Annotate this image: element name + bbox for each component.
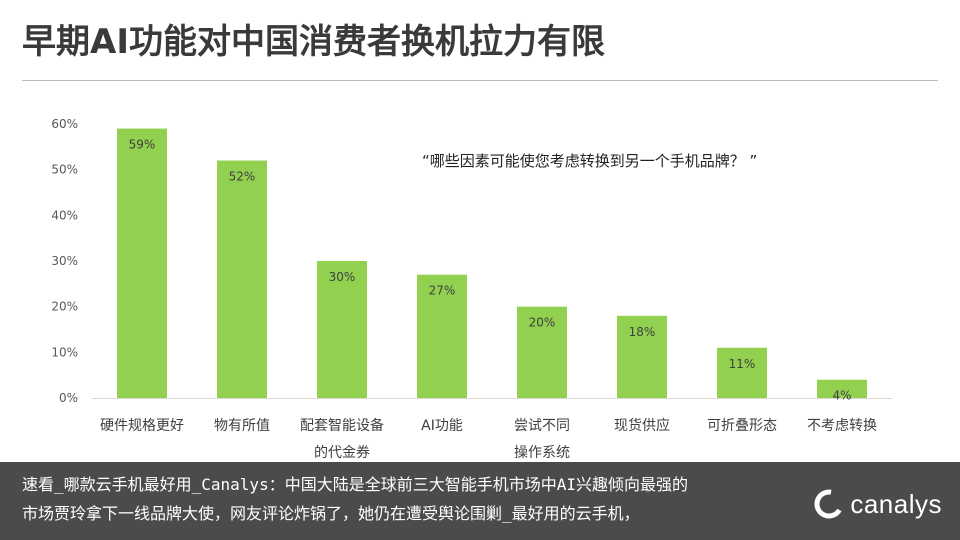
y-tick-label: 0%	[59, 391, 78, 405]
caption-line-1: 速看_哪款云手机最好用_Canalys：中国大陆是全球前三大智能手机市场中AI兴…	[22, 475, 688, 494]
y-tick-label: 30%	[51, 254, 78, 268]
bar	[817, 379, 867, 398]
y-tick-label: 10%	[51, 345, 78, 359]
x-tick-label: AI功能	[421, 418, 463, 434]
x-tick-label: 配套智能设备	[300, 417, 384, 434]
bar	[217, 160, 267, 398]
x-tick-label: 不考虑转换	[807, 417, 877, 434]
y-tick-label: 50%	[51, 163, 78, 177]
bar	[717, 347, 767, 398]
x-tick-label: 物有所值	[214, 418, 270, 434]
data-label: 4%	[832, 389, 851, 403]
bar	[317, 261, 367, 398]
x-tick-label: 操作系统	[514, 445, 570, 461]
caption-line-2: 市场贾玲拿下一线品牌大使，网友评论炸锅了，她仍在遭受舆论围剿_最好用的云手机，	[22, 504, 640, 523]
x-tick-label: 的代金券	[314, 445, 370, 461]
x-tick-label: 可折叠形态	[707, 418, 777, 434]
bar	[417, 274, 467, 398]
x-tick-label: 尝试不同	[514, 418, 570, 434]
y-tick-label: 20%	[51, 300, 78, 314]
title-divider	[22, 80, 938, 81]
bar	[617, 315, 667, 398]
x-tick-label: 硬件规格更好	[100, 418, 184, 434]
data-label: 52%	[229, 170, 256, 184]
canalys-logo: canalys	[814, 487, 942, 521]
data-label: 11%	[729, 357, 756, 371]
canalys-logo-icon	[814, 489, 844, 519]
bar	[517, 306, 567, 398]
data-label: 27%	[429, 284, 456, 298]
data-label: 59%	[129, 138, 156, 152]
y-tick-label: 40%	[51, 208, 78, 222]
caption-overlay: 速看_哪款云手机最好用_Canalys：中国大陆是全球前三大智能手机市场中AI兴…	[0, 462, 960, 540]
page-title: 早期AI功能对中国消费者换机拉力有限	[22, 22, 605, 62]
data-label: 30%	[329, 270, 356, 284]
x-tick-label: 现货供应	[614, 417, 670, 434]
y-tick-label: 60%	[51, 117, 78, 131]
data-label: 20%	[529, 316, 556, 330]
logo-text: canalys	[850, 488, 942, 519]
data-label: 18%	[629, 325, 656, 339]
chart-annotation: “哪些因素可能使您考虑转换到另一个手机品牌？ ”	[422, 152, 758, 170]
bar	[117, 128, 167, 399]
